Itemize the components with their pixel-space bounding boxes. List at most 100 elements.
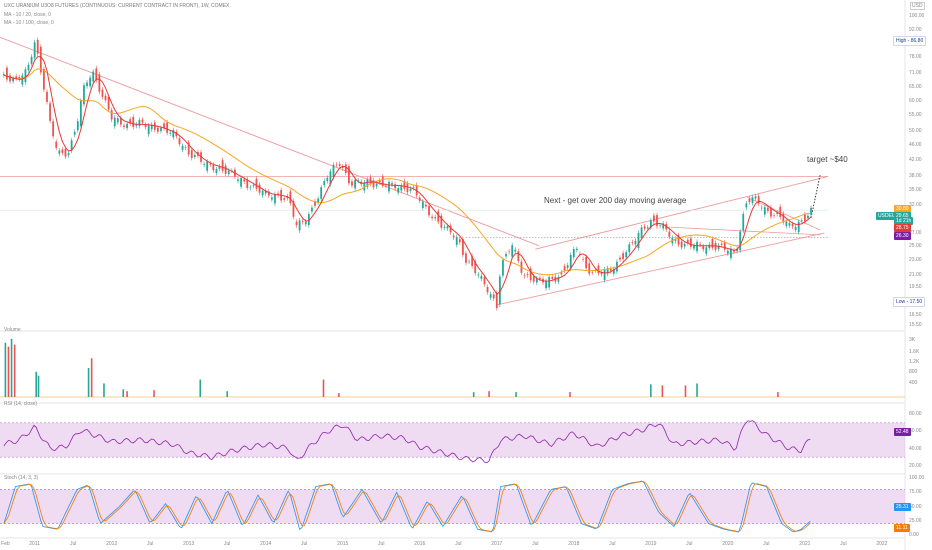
price-candle: [187, 142, 190, 155]
price-candle: [668, 231, 671, 237]
annotation-target: target ~$40: [807, 155, 848, 164]
price-candle: [329, 171, 332, 185]
price-candle: [120, 118, 122, 125]
time-tick-label: 2020: [722, 541, 734, 547]
price-candle: [203, 164, 206, 165]
time-tick-label: Jul: [686, 541, 693, 547]
price-candle: [471, 256, 474, 266]
price-candle: [563, 266, 566, 271]
price-candle: [625, 252, 628, 258]
price-candle: [178, 138, 181, 145]
price-candle: [502, 259, 504, 276]
price-candle: [323, 181, 326, 186]
price-candle: [252, 185, 255, 187]
price-candle: [560, 272, 563, 275]
price-candle: [18, 77, 21, 80]
price-candle: [807, 215, 809, 219]
price-candle: [237, 179, 239, 181]
price-candle: [803, 214, 806, 221]
price-series: [3, 56, 812, 295]
price-candle: [529, 268, 532, 281]
volume-bar: [87, 367, 90, 397]
volume-bar: [777, 392, 779, 397]
price-candle: [434, 217, 437, 219]
price-candle: [314, 201, 316, 206]
price-candle: [508, 251, 511, 253]
price-candle: [810, 207, 812, 215]
price-candle: [209, 163, 212, 165]
price-candle: [79, 100, 82, 127]
price-tag: 25.31: [894, 503, 911, 511]
price-candle: [770, 207, 772, 217]
price-candle: [717, 245, 720, 250]
price-candle: [782, 213, 785, 223]
price-candle: [304, 221, 307, 225]
stoch-band: [0, 489, 905, 524]
price-candle: [43, 68, 45, 90]
volume-bar: [569, 392, 571, 397]
price-tick-label: 50.00: [909, 127, 922, 134]
volume-bar: [650, 384, 652, 397]
ma-slow-legend: MA - 10 / 100, close, 0: [4, 20, 54, 26]
price-candle: [649, 220, 652, 228]
price-candle: [597, 265, 600, 274]
volume-bar: [122, 389, 125, 397]
price-candle: [480, 275, 483, 279]
price-candle: [9, 75, 11, 82]
price-candle: [532, 276, 535, 282]
price-candle: [526, 274, 529, 276]
price-candle: [489, 294, 492, 298]
support-lines: [0, 36, 829, 306]
time-tick-label: 2022: [876, 541, 888, 547]
price-candle: [129, 119, 132, 124]
price-candle: [160, 127, 162, 132]
volume-bar: [4, 342, 7, 397]
price-candle: [221, 160, 224, 171]
price-candle: [505, 253, 507, 257]
price-candle: [277, 193, 279, 195]
price-candle: [474, 261, 477, 274]
price-candle: [61, 149, 64, 153]
price-tick-label: 42.00: [909, 156, 922, 163]
price-candle: [83, 85, 85, 105]
stoch-tick-label: 50.00: [909, 503, 922, 510]
price-candle: [637, 232, 640, 249]
time-tick-label: Jul: [301, 541, 308, 547]
price-candle: [258, 184, 261, 193]
volume-bar: [226, 391, 229, 397]
price-candle: [357, 180, 360, 181]
price-candle: [720, 243, 723, 245]
volume-tick-label: 1.6K: [909, 349, 920, 355]
price-candle: [184, 147, 187, 148]
price-candle: [739, 231, 742, 251]
volume-bar: [661, 385, 664, 397]
price-candle: [70, 140, 73, 151]
price-candle: [307, 214, 310, 226]
price-tick-label: 71.00: [909, 69, 922, 76]
price-candle: [406, 183, 409, 193]
price-candle: [76, 121, 79, 131]
price-candle: [289, 191, 292, 204]
price-candle: [21, 75, 24, 85]
price-candle: [696, 241, 698, 252]
volume-bar: [338, 393, 340, 397]
currency-button[interactable]: USD: [910, 2, 925, 10]
price-candle: [98, 74, 101, 92]
price-candle: [779, 206, 782, 218]
channel-support-line: [496, 232, 825, 306]
price-candle: [397, 188, 400, 193]
price-candle: [575, 248, 578, 251]
price-candle: [699, 243, 702, 245]
volume-bars: [0, 338, 905, 398]
price-candle: [797, 221, 800, 232]
price-candle: [36, 39, 39, 54]
price-candle: [748, 198, 751, 202]
price-tag: 11.11: [894, 524, 910, 532]
price-candle: [249, 187, 252, 189]
price-candle: [190, 150, 193, 158]
price-candle: [726, 250, 729, 254]
price-tick-label: 78.00: [909, 54, 922, 61]
price-candle: [483, 277, 486, 285]
price-tick-label: 23.00: [909, 256, 922, 263]
price-candle: [437, 211, 440, 222]
